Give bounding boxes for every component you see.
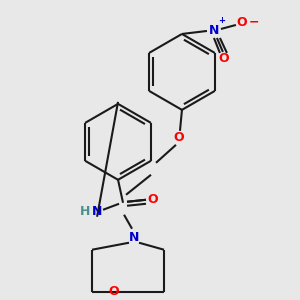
Text: O: O	[148, 193, 158, 206]
Text: O: O	[174, 131, 184, 144]
Text: N: N	[129, 231, 139, 244]
Text: N: N	[209, 25, 219, 38]
Text: N: N	[92, 205, 102, 218]
Text: O: O	[109, 285, 119, 298]
Text: O: O	[237, 16, 247, 29]
Text: O: O	[219, 52, 229, 65]
Text: +: +	[218, 16, 225, 26]
Text: H: H	[80, 205, 90, 218]
Text: −: −	[249, 16, 259, 28]
